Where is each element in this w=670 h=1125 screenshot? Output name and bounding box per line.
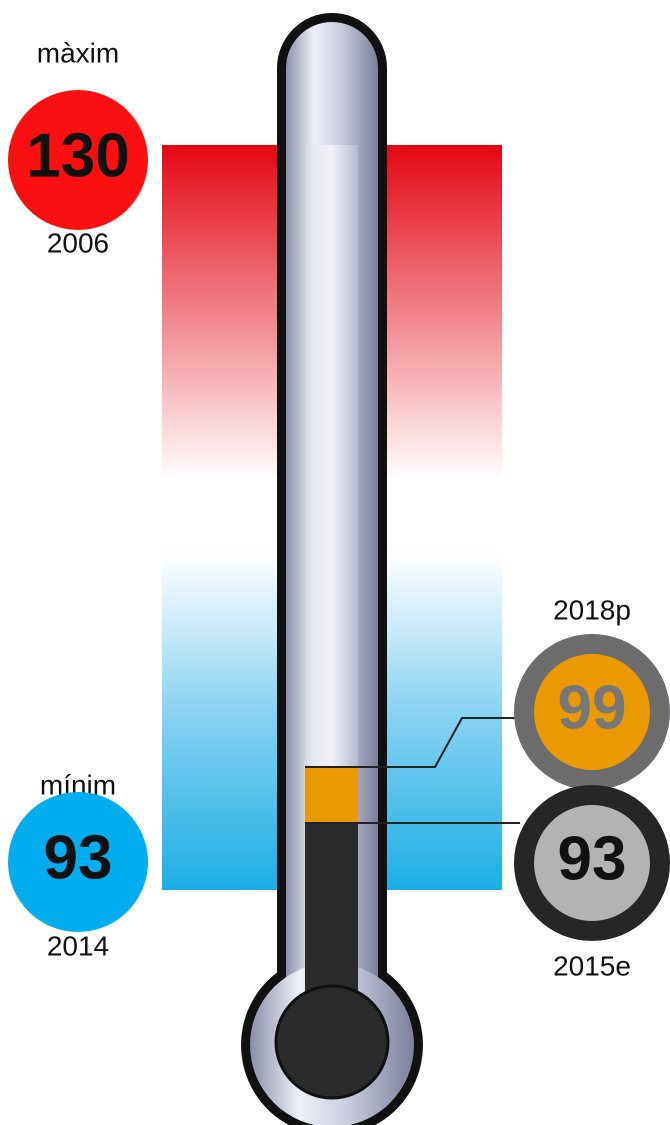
- forecast-fill: [305, 767, 358, 823]
- min-value: 93: [44, 823, 113, 892]
- forecast-year: 2018p: [553, 594, 631, 625]
- estimate-value: 93: [558, 824, 627, 893]
- bulb-fill: [274, 984, 390, 1100]
- max-value: 130: [26, 121, 129, 190]
- estimate-year: 2015e: [553, 950, 631, 981]
- max-label: màxim: [37, 37, 119, 68]
- min-year: 2014: [47, 930, 109, 961]
- tube-channel: [305, 145, 358, 767]
- max-year: 2006: [47, 227, 109, 258]
- min-circle: [8, 792, 148, 932]
- connector-line: [305, 717, 520, 768]
- forecast-circle: [534, 654, 650, 770]
- forecast-value: 99: [558, 673, 627, 742]
- estimate-circle: [534, 805, 650, 921]
- max-circle: [8, 90, 148, 230]
